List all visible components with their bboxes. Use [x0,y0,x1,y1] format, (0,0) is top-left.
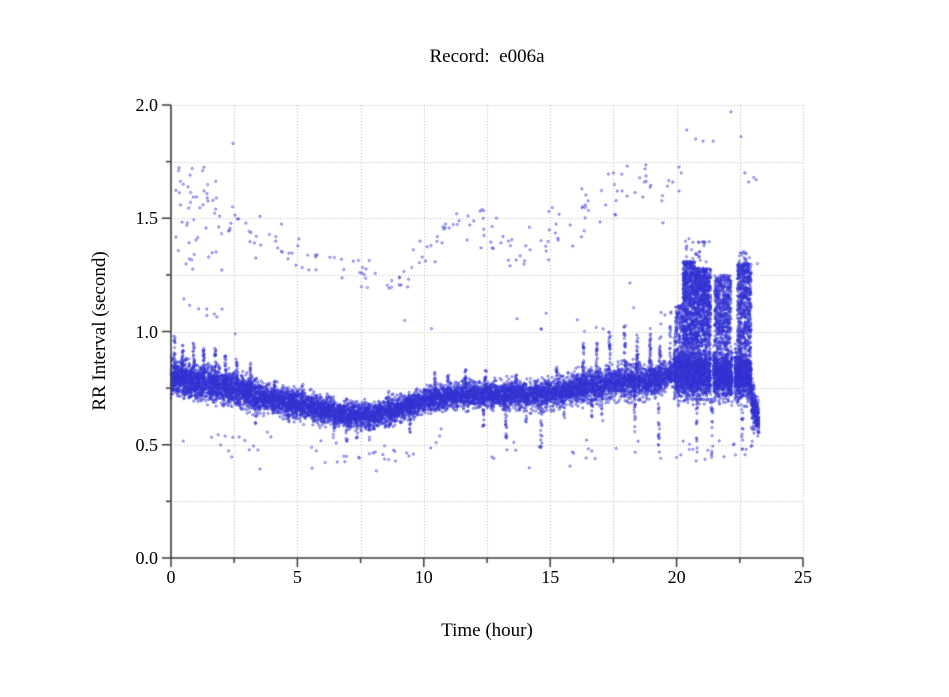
x-tick-label: 0 [166,567,176,587]
y-tick-label: 0.0 [135,548,159,568]
x-axis-title: Time (hour) [441,620,533,641]
y-tick-label: 0.5 [135,434,159,455]
x-tick-label: 5 [292,567,302,587]
x-tick-label: 25 [794,567,812,587]
y-tick-label: 1.5 [135,208,159,229]
chart-title: Record: e006a [429,46,545,67]
y-tick-label: 1.0 [135,321,159,342]
x-tick-label: 15 [541,567,560,587]
x-tick-label: 20 [667,567,686,587]
x-tick-label: 10 [414,567,433,587]
y-tick-label: 2.0 [135,95,159,115]
